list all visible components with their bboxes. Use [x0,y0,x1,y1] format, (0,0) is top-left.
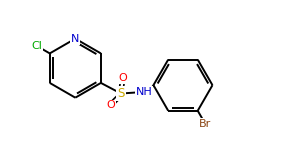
Text: Cl: Cl [31,41,42,51]
Text: NH: NH [136,87,153,97]
Text: N: N [71,34,79,44]
Text: O: O [118,73,127,83]
Text: O: O [106,100,115,110]
Text: S: S [117,87,125,100]
Text: Br: Br [199,119,212,129]
